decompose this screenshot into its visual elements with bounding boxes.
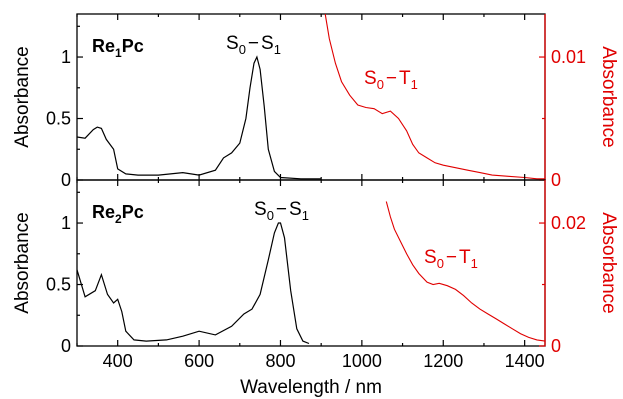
y-tick-label: 0: [61, 170, 71, 190]
top-plot-frame: [76, 13, 546, 181]
y2-tick-label: 0: [551, 336, 561, 356]
y2-tick-label: 0.01: [551, 47, 586, 67]
x-tick-label: 400: [103, 351, 133, 371]
bottom-y2-axis-label: Absorbance: [598, 212, 619, 313]
x-tick-label: 1400: [505, 351, 545, 371]
panel-top: 00.51 00.01 Absorbance Absorbance Re1Pc …: [12, 13, 619, 190]
y-tick-label: 1: [61, 47, 71, 67]
top-s0-s1-series-line: [76, 55, 322, 180]
bottom-y2-ticks: 00.02: [539, 180, 586, 356]
top-s0-t1-series-line: [324, 13, 545, 180]
top-y-ticks: 00.51: [46, 25, 83, 190]
bottom-x-ticks: 400 600 800 1000 1200 1400: [76, 180, 545, 371]
x-axis-label: Wavelength / nm: [240, 377, 382, 398]
y2-tick-label: 0: [551, 170, 561, 190]
top-s0-t1-annotation: S0− T1: [364, 68, 418, 92]
x-tick-label: 600: [184, 351, 214, 371]
top-y2-axis-label: Absorbance: [598, 46, 619, 147]
y2-tick-label: 0.02: [551, 213, 586, 233]
x-tick-label: 1000: [342, 351, 382, 371]
bottom-series-group: [76, 201, 546, 345]
top-sample-label: Re1Pc: [92, 36, 144, 60]
x-tick-label: 800: [265, 351, 295, 371]
bottom-s0-s1-series-line: [76, 222, 310, 345]
bottom-s0-t1-annotation: S0− T1: [424, 247, 478, 271]
top-series-group: [76, 13, 545, 180]
y-tick-label: 0.5: [46, 109, 71, 129]
bottom-sample-label: Re2Pc: [92, 202, 144, 226]
top-s0-s1-annotation: S0− S1: [226, 33, 281, 57]
bottom-s0-s1-annotation: S0− S1: [254, 199, 309, 223]
bottom-s0-t1-series-line: [385, 201, 546, 342]
panel-bottom: 00.51 00.02 400 600 800 1000 1200 1400 Absorb…: [12, 179, 619, 398]
top-y-axis-label: Absorbance: [12, 46, 33, 147]
top-y2-ticks: 00.01: [539, 14, 586, 190]
y-tick-label: 0.5: [46, 275, 71, 295]
x-tick-label: 1200: [423, 351, 463, 371]
bottom-y-ticks: 00.51: [46, 191, 83, 356]
bottom-y-axis-label: Absorbance: [12, 212, 33, 313]
top-x-ticks: [76, 14, 526, 180]
y-tick-label: 0: [61, 336, 71, 356]
y-tick-label: 1: [61, 213, 71, 233]
